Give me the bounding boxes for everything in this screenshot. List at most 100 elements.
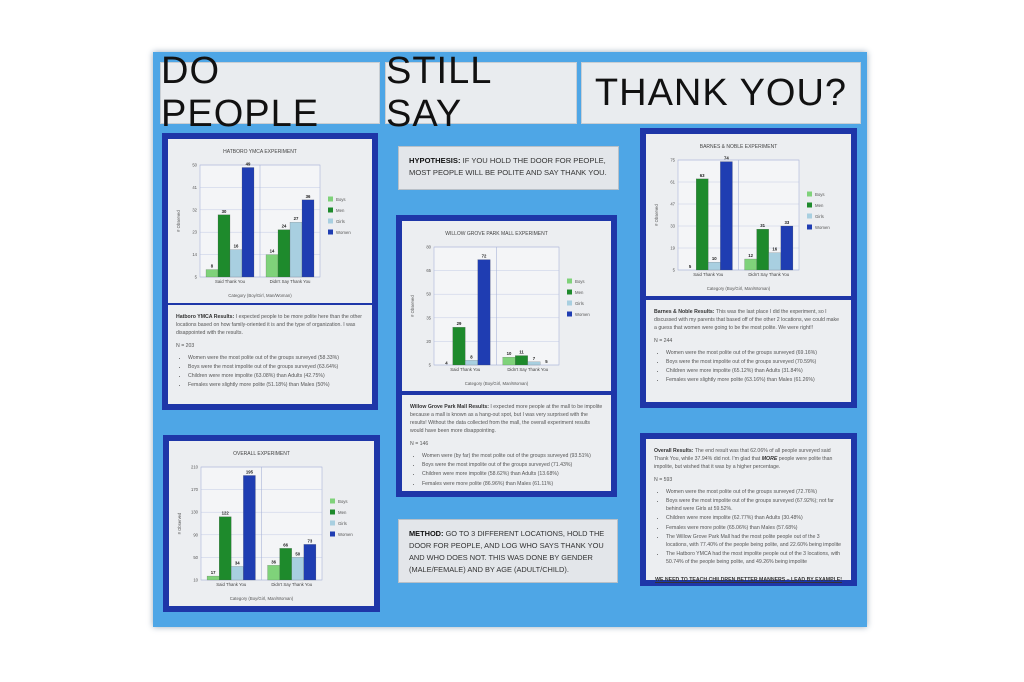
y-tick-label: 130 (191, 510, 199, 515)
bullet: The Hatboro YMCA had the most impolite p… (666, 550, 843, 566)
data-label: 16 (772, 247, 777, 252)
bar-boys (267, 565, 280, 581)
legend-label: Men (338, 510, 347, 515)
data-label: 33 (785, 220, 790, 225)
overall-results-text: The end result was that 62.06% of all pe… (654, 448, 831, 463)
y-tick-label: 14 (192, 252, 197, 257)
legend-swatch (567, 300, 572, 306)
bar-boys (265, 254, 279, 278)
bar-girls (768, 252, 781, 271)
y-tick-label: 80 (426, 245, 431, 250)
bullet: Females were slightly more polite (51.18… (188, 381, 364, 389)
overall-n: N = 593 (654, 477, 673, 484)
hypothesis-text: IF YOU HOLD THE DOOR FOR PEOPLE, MOST PE… (409, 156, 607, 178)
data-label: 72 (482, 254, 487, 259)
bullet: Women were the most polite out of the gr… (188, 354, 364, 362)
y-tick-label: 41 (192, 185, 197, 190)
hatboro-chart: HATBORO YMCA EXPERIMENT 5 14 23 32 41 50 # Obse… (176, 149, 351, 298)
y-axis-label: # Observed (654, 204, 659, 226)
hypothesis-label: HYPOTHESIS: (409, 156, 461, 165)
data-label: 12 (748, 253, 753, 258)
data-label: 16 (234, 244, 239, 249)
bullet: Females were slightly more polite (63.16… (666, 376, 843, 384)
hatboro-bullets: Women were the most polite out of the gr… (188, 354, 364, 389)
y-tick-label: 33 (670, 224, 675, 229)
willow-n: N = 146 (410, 441, 429, 448)
chart-title: BARNES & NOBLE EXPERIMENT (700, 144, 778, 150)
overall-results-panel: Overall Results: The end result was that… (640, 433, 857, 586)
data-label: 11 (519, 350, 524, 355)
legend-swatch (328, 229, 333, 235)
hatboro-results-panel: Hatboro YMCA Results: I expected people … (162, 303, 378, 410)
bar-men (277, 229, 291, 278)
bar-girls (231, 566, 244, 581)
legend-label: Girls (575, 301, 584, 306)
x-tick-label: Didn't Say Thank You (748, 272, 789, 277)
legend-swatch (567, 278, 572, 284)
bar-girls (527, 361, 541, 366)
bar-girls (289, 222, 303, 278)
y-tick-label: 5 (195, 275, 198, 280)
bullet: Boys were the most impolite out of the g… (666, 358, 843, 366)
legend-label: Men (336, 208, 345, 213)
legend-label: Boys (815, 192, 825, 197)
legend-swatch (328, 196, 333, 202)
y-tick-label: 19 (670, 246, 675, 251)
willow-results-text: I expected more people at the mall to be… (410, 404, 603, 435)
data-label: 195 (246, 469, 254, 474)
willow-results-panel: Willow Grove Park Mall Results: I expect… (396, 393, 617, 497)
willow-bullets: Women were (by far) the most polite out … (422, 452, 603, 487)
legend-label: Women (815, 225, 830, 230)
barnes-results-text: This was the last place I did the experi… (654, 309, 840, 332)
hatboro-n: N = 203 (176, 343, 195, 350)
bar-women (243, 475, 256, 581)
overall-results-emphasis: MORE (761, 456, 778, 463)
y-tick-label: 5 (429, 363, 432, 368)
bar-men (756, 229, 769, 271)
legend-swatch (330, 509, 335, 515)
legend-swatch (330, 498, 335, 504)
y-tick-label: 32 (192, 207, 197, 212)
bullet: Women were the most polite out of the gr… (666, 488, 843, 496)
y-tick-label: 47 (670, 202, 675, 207)
y-tick-label: 90 (193, 532, 198, 537)
data-label: 14 (270, 249, 275, 254)
overall-chart: OVERALL EXPERIMENT 10 50 90 130 170 210 # Obser… (177, 451, 353, 601)
bar-men (279, 548, 292, 581)
bullet: Boys were the most impolite out of the g… (188, 363, 364, 371)
data-label: 8 (211, 264, 214, 269)
data-label: 30 (222, 209, 227, 214)
data-label: 4 (445, 361, 448, 366)
legend-swatch (807, 224, 812, 230)
y-tick-label: 35 (426, 315, 431, 320)
x-tick-label: Didn't Say Thank You (271, 582, 312, 587)
data-label: 63 (700, 173, 705, 178)
legend-label: Women (336, 230, 351, 235)
x-tick-label: Didn't Say Thank You (507, 367, 548, 372)
data-label: 74 (724, 156, 729, 161)
bar-women (780, 225, 794, 271)
y-tick-label: 210 (191, 465, 199, 470)
bullet: Boys were the most impolite out of the g… (666, 497, 843, 513)
y-axis-label: # Observed (410, 295, 415, 317)
data-label: 66 (283, 542, 288, 547)
bar-girls (465, 360, 478, 366)
y-tick-label: 5 (673, 268, 676, 273)
legend-label: Girls (336, 219, 345, 224)
bar-men (219, 516, 232, 581)
x-axis-label: Category (Boy/Girl, Man/Woman) (465, 381, 529, 386)
barnes-chart-panel: BARNES & NOBLE EXPERIMENT 5 19 33 47 61 75 # Ob… (640, 128, 857, 302)
data-label: 24 (282, 224, 287, 229)
y-tick-label: 75 (670, 158, 675, 163)
data-label: 10 (507, 351, 512, 356)
y-tick-label: 170 (191, 487, 199, 492)
barnes-bullets: Women were the most polite out of the gr… (666, 349, 843, 384)
bar-boys (205, 269, 219, 278)
data-label: 50 (295, 551, 300, 556)
data-label: 49 (246, 161, 251, 166)
bar-women (241, 167, 255, 278)
y-tick-label: 20 (426, 339, 431, 344)
bar-girls (708, 262, 721, 271)
bullet: Children were more impolite (65.12%) tha… (666, 367, 843, 375)
bullet: Females were more polite (65.06%) than M… (666, 524, 843, 532)
